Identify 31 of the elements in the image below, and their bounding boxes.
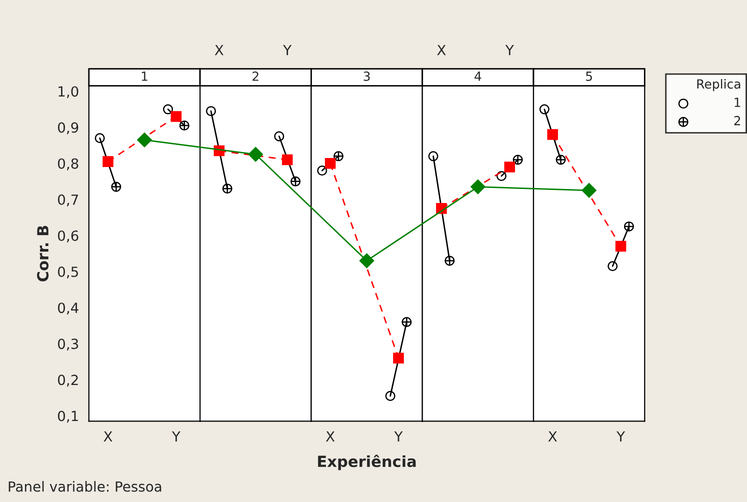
legend-title: Replica: [697, 79, 740, 92]
x-tick-label: X: [104, 431, 112, 442]
text: 2: [734, 116, 740, 126]
x-tick-label: X: [326, 431, 335, 442]
text: 2: [252, 72, 258, 81]
y-tick-label: 0,4: [58, 302, 78, 314]
category-label: 3: [364, 72, 370, 81]
x-tick-label: X: [214, 45, 224, 56]
x-axis-title: Experiência: [318, 454, 416, 470]
y-tick-label: 0,6: [58, 230, 78, 242]
x-tick-label: Y: [616, 431, 626, 442]
category-label: 4: [474, 72, 482, 81]
x-tick-label: Y: [394, 431, 403, 442]
category-label: 5: [586, 72, 592, 81]
x-tick-label: Y: [172, 431, 180, 442]
x-tick-label: X: [437, 45, 446, 56]
y-tick-label: 0,1: [58, 410, 78, 423]
text: 1: [142, 72, 148, 81]
x-tick-label: Y: [283, 45, 292, 56]
x-tick-label: Y: [505, 45, 514, 56]
y-tick-label: 0,7: [58, 194, 78, 206]
y-tick-label: 0,9: [58, 122, 78, 134]
y-tick-label: 0,3: [58, 338, 78, 351]
text: Panel variable: Pessoa: [8, 481, 162, 492]
y-tick-label: 0,5: [58, 266, 78, 278]
y-axis-title: Corr. B: [37, 226, 49, 282]
y-tick-label: 0,2: [58, 374, 78, 387]
text: 1: [734, 98, 740, 107]
y-tick-label: 1,0: [58, 86, 78, 98]
x-tick-label: X: [548, 431, 557, 442]
y-tick-label: 0,8: [58, 158, 78, 170]
